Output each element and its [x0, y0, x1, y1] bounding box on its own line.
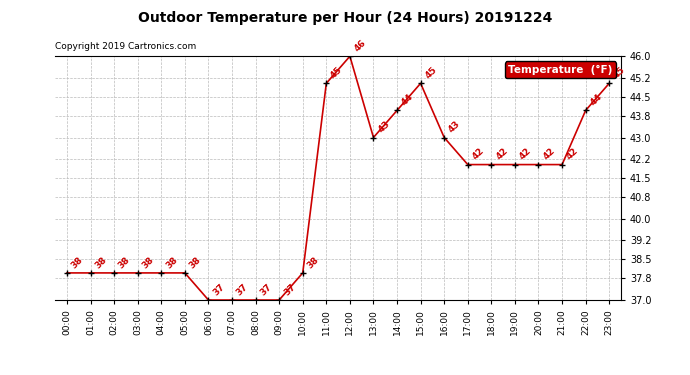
Text: 42: 42: [518, 147, 533, 162]
Text: 44: 44: [589, 92, 604, 108]
Text: 37: 37: [211, 282, 226, 297]
Text: 42: 42: [494, 147, 509, 162]
Text: Outdoor Temperature per Hour (24 Hours) 20191224: Outdoor Temperature per Hour (24 Hours) …: [138, 11, 552, 25]
Text: 43: 43: [376, 119, 391, 135]
Text: 37: 37: [258, 282, 274, 297]
Text: 38: 38: [141, 255, 156, 270]
Text: 37: 37: [282, 282, 297, 297]
Text: 42: 42: [471, 147, 486, 162]
Text: 38: 38: [70, 255, 85, 270]
Text: 45: 45: [329, 65, 344, 81]
Text: Copyright 2019 Cartronics.com: Copyright 2019 Cartronics.com: [55, 42, 197, 51]
Text: 44: 44: [400, 92, 415, 108]
Text: 43: 43: [447, 119, 462, 135]
Text: 38: 38: [117, 255, 132, 270]
Text: 38: 38: [306, 255, 321, 270]
Text: 45: 45: [612, 65, 627, 81]
Text: 38: 38: [93, 255, 108, 270]
Text: 38: 38: [188, 255, 203, 270]
Text: 42: 42: [565, 147, 580, 162]
Text: 38: 38: [164, 255, 179, 270]
Text: 45: 45: [424, 65, 439, 81]
Text: 37: 37: [235, 282, 250, 297]
Legend: Temperature  (°F): Temperature (°F): [505, 62, 615, 78]
Text: 42: 42: [541, 147, 557, 162]
Text: 46: 46: [353, 38, 368, 54]
